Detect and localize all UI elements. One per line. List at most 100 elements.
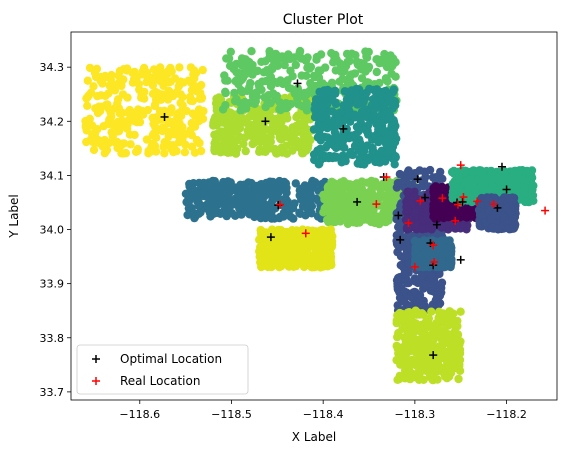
- cluster-point: [111, 82, 119, 90]
- cluster-point: [332, 153, 340, 161]
- cluster-point: [468, 181, 476, 189]
- cluster-point: [365, 63, 373, 71]
- cluster-point: [352, 132, 360, 140]
- y-tick-label: 34.0: [40, 224, 65, 237]
- cluster-point: [132, 72, 140, 80]
- cluster-point: [342, 115, 350, 123]
- cluster-point: [328, 237, 336, 245]
- cluster-point: [156, 65, 164, 73]
- cluster-point: [456, 356, 464, 364]
- cluster-point: [260, 200, 268, 208]
- cluster-point: [429, 200, 437, 208]
- cluster-point: [448, 312, 456, 320]
- y-tick-label: 34.1: [40, 169, 65, 182]
- y-tick-label: 34.2: [40, 115, 65, 128]
- cluster-point: [143, 135, 151, 143]
- cluster-point: [271, 255, 279, 263]
- cluster-point: [292, 61, 300, 69]
- cluster-point: [165, 130, 173, 138]
- cluster-point: [315, 245, 323, 253]
- cluster-point: [521, 198, 529, 206]
- chart-title: Cluster Plot: [283, 12, 364, 28]
- cluster-point: [363, 141, 371, 149]
- y-tick-label: 33.9: [40, 278, 65, 291]
- cluster-point: [277, 118, 285, 126]
- cluster-point: [331, 128, 339, 136]
- cluster-12: [255, 225, 336, 271]
- cluster-point: [283, 76, 291, 84]
- cluster-point: [423, 345, 431, 353]
- cluster-point: [189, 70, 197, 78]
- cluster-point: [382, 140, 390, 148]
- cluster-point: [232, 60, 240, 68]
- cluster-point: [363, 113, 371, 121]
- cluster-point: [245, 58, 253, 66]
- y-tick-label: 34.3: [40, 61, 65, 74]
- cluster-point: [217, 185, 225, 193]
- cluster-point: [328, 79, 336, 87]
- cluster-point: [405, 169, 413, 177]
- cluster-point: [456, 346, 464, 354]
- cluster-point: [100, 136, 108, 144]
- cluster-point: [274, 149, 282, 157]
- cluster-point: [406, 369, 414, 377]
- cluster-point: [440, 211, 448, 219]
- cluster-point: [102, 101, 110, 109]
- cluster-point: [214, 200, 222, 208]
- cluster-point: [379, 156, 387, 164]
- x-tick-label: −118.6: [119, 408, 160, 421]
- cluster-point: [365, 85, 373, 93]
- cluster-point: [120, 139, 128, 147]
- legend: Optimal LocationReal Location: [77, 345, 248, 394]
- cluster-point: [236, 99, 244, 107]
- cluster-point: [332, 185, 340, 193]
- cluster-point: [298, 149, 306, 157]
- cluster-point: [223, 179, 231, 187]
- cluster-point: [391, 160, 399, 168]
- cluster-point: [221, 137, 229, 145]
- cluster-point: [350, 211, 358, 219]
- cluster-point: [89, 138, 97, 146]
- cluster-point: [140, 64, 148, 72]
- cluster-point: [241, 206, 249, 214]
- cluster-point: [493, 224, 501, 232]
- cluster-point: [403, 206, 411, 214]
- x-tick-label: −118.4: [303, 408, 344, 421]
- cluster-point: [271, 78, 279, 86]
- cluster-point: [123, 93, 131, 101]
- cluster-point: [433, 375, 441, 383]
- cluster-point: [175, 63, 183, 71]
- cluster-point: [232, 68, 240, 76]
- cluster-point: [191, 191, 199, 199]
- cluster-point: [379, 127, 387, 135]
- cluster-point: [201, 192, 209, 200]
- cluster-point: [242, 147, 250, 155]
- cluster-point: [98, 79, 106, 87]
- cluster-point: [172, 124, 180, 132]
- cluster-point: [274, 226, 282, 234]
- cluster-point: [195, 105, 203, 113]
- cluster-point: [416, 354, 424, 362]
- cluster-point: [438, 340, 446, 348]
- cluster-point: [457, 188, 465, 196]
- cluster-point: [418, 176, 426, 184]
- cluster-point: [342, 152, 350, 160]
- cluster-point: [140, 88, 148, 96]
- cluster-point: [189, 179, 197, 187]
- cluster-point: [176, 77, 184, 85]
- cluster-point: [523, 167, 531, 175]
- legend-label-optimal-location: Optimal Location: [120, 352, 222, 366]
- cluster-11: [392, 307, 464, 385]
- cluster-point: [519, 189, 527, 197]
- cluster-point: [213, 121, 221, 129]
- cluster-point: [123, 124, 131, 132]
- cluster-point: [257, 58, 265, 66]
- cluster-point: [424, 316, 432, 324]
- cluster-point: [342, 101, 350, 109]
- cluster-point: [308, 227, 316, 235]
- cluster-point: [212, 208, 220, 216]
- cluster-point: [149, 81, 157, 89]
- cluster-point: [396, 316, 404, 324]
- cluster-point: [377, 111, 385, 119]
- cluster-point: [327, 225, 335, 233]
